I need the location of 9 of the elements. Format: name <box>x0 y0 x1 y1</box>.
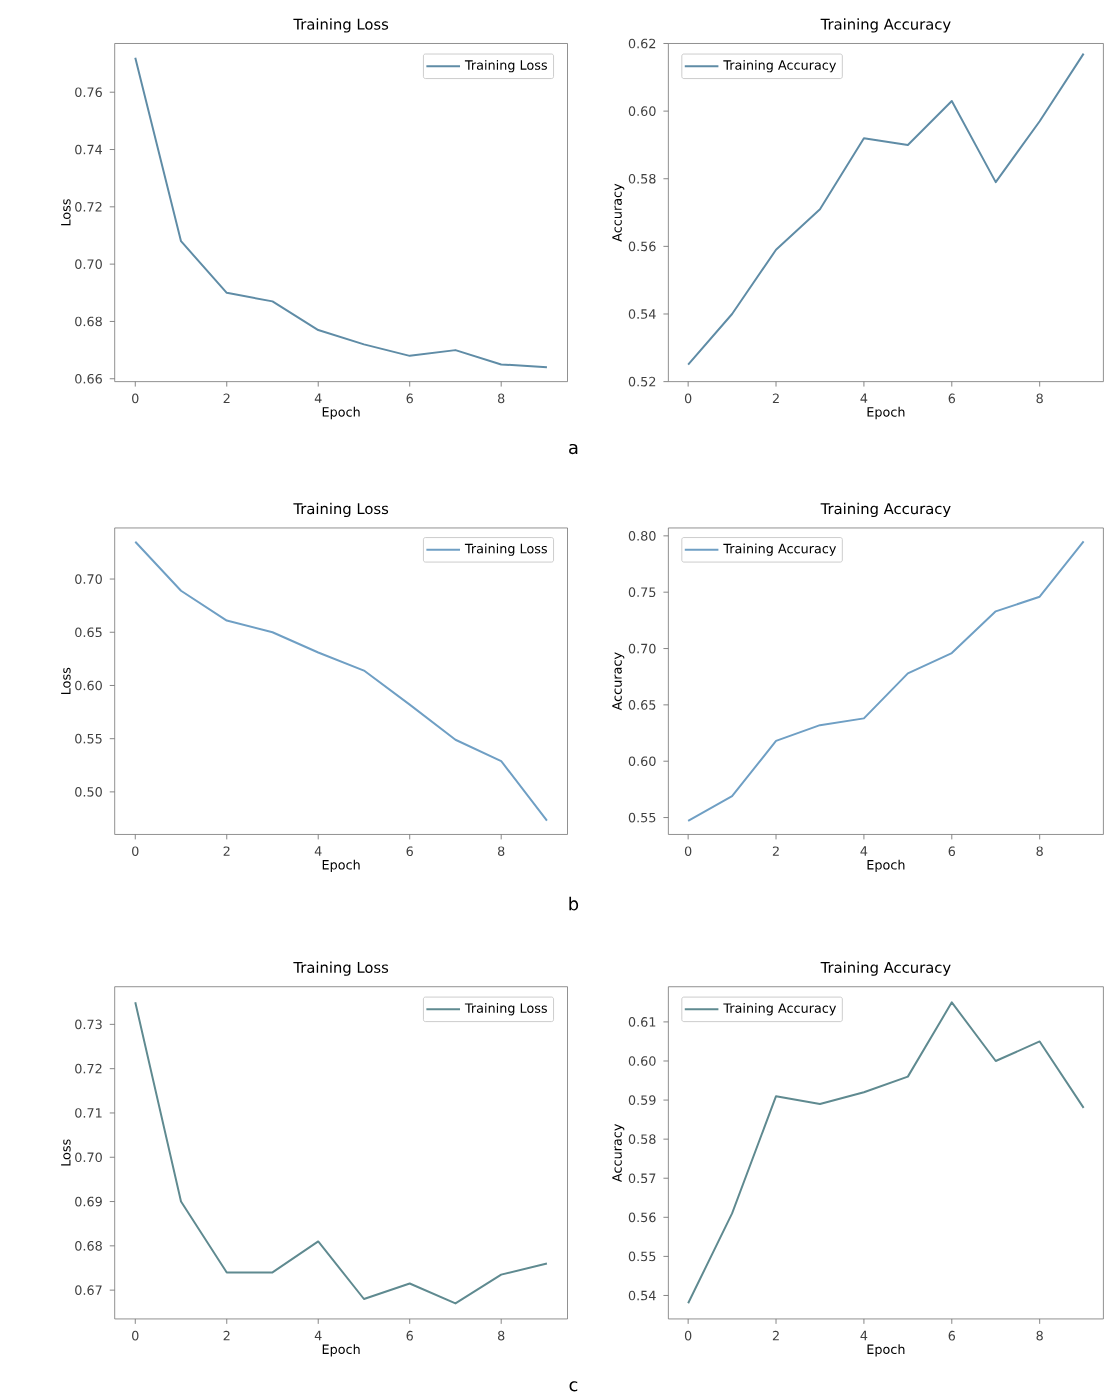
line-series <box>134 540 549 822</box>
line-series <box>687 1001 1085 1305</box>
line-series <box>687 540 1085 822</box>
text: b <box>569 896 579 911</box>
line-series <box>687 52 1085 366</box>
text: a <box>569 443 578 455</box>
line-series <box>134 56 549 369</box>
line-series <box>134 1001 549 1305</box>
text: c <box>569 1381 578 1392</box>
